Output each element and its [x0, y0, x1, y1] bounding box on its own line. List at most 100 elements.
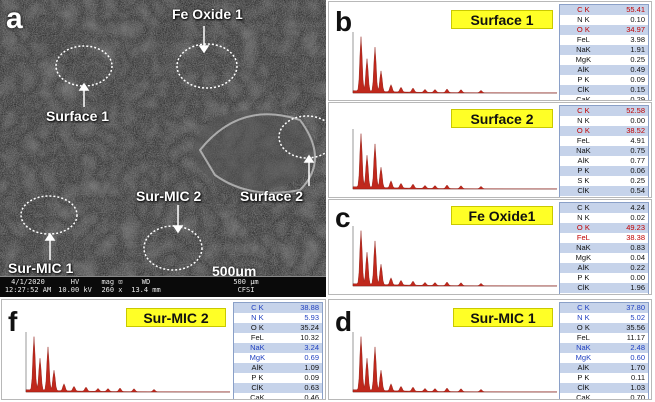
- sem-info-bar: 4/1/2020 12:27:52 AM HV 10.00 kV mag ⊡ 2…: [0, 276, 326, 297]
- element-label: NaK: [576, 343, 591, 352]
- element-label: AlK: [577, 156, 590, 165]
- element-label: ClK: [577, 383, 590, 392]
- element-label: N K: [577, 213, 590, 222]
- element-label: NaK: [576, 45, 591, 54]
- element-value: 0.60: [630, 353, 645, 362]
- spectrum-trace: [352, 336, 558, 393]
- element-label: P K: [577, 373, 590, 382]
- element-label: P K: [577, 273, 590, 282]
- composition-row: FeL 4.91: [560, 136, 648, 146]
- element-label: CaK: [560, 196, 607, 197]
- panel-letter-b: b: [335, 6, 353, 37]
- composition-row: NaK 0.75: [560, 146, 648, 156]
- element-value: 0.11: [630, 373, 645, 382]
- element-label: O K: [250, 323, 264, 332]
- composition-row: P K 0.11: [560, 373, 648, 383]
- element-label: P K: [577, 75, 590, 84]
- element-label: CaK: [250, 393, 265, 400]
- spectrum-axis: [352, 32, 557, 94]
- element-value: 0.75: [630, 146, 645, 155]
- panel-letter-c: c: [335, 202, 351, 233]
- element-value: 0.29: [630, 95, 645, 101]
- sem-micrograph: a Fe Oxide 1 Surface 1 Surface 2 Sur-MIC…: [0, 0, 326, 290]
- composition-row: O K 35.24: [234, 323, 322, 333]
- element-value: 0.49: [630, 65, 645, 74]
- composition-row: C K 38.88: [234, 303, 322, 313]
- element-label: MgK: [249, 353, 266, 362]
- marker-fe-oxide-1: [176, 43, 238, 89]
- element-label: NaK: [576, 146, 591, 155]
- element-value: 1.96: [630, 283, 645, 292]
- element-label: FeL: [250, 333, 264, 342]
- element-value: 1.70: [630, 363, 645, 372]
- composition-row: ClK 1.96: [560, 283, 648, 293]
- element-value: 34.97: [626, 25, 645, 34]
- element-value: 35.24: [300, 323, 319, 332]
- element-value: 0.54: [630, 186, 645, 195]
- panel-letter-a: a: [6, 2, 23, 35]
- marker-surface-2: [278, 115, 326, 159]
- composition-row: AlK 0.77: [560, 156, 648, 166]
- spectrum-plot: [352, 226, 558, 287]
- element-label: MgK: [575, 253, 592, 262]
- info-facility: CFSI: [237, 286, 255, 294]
- panel-title: Surface 1: [451, 10, 553, 29]
- element-label: O K: [576, 126, 590, 135]
- spectrum-plot: [352, 332, 558, 393]
- marker-sur-mic-1: [20, 195, 78, 235]
- composition-row: AlK 0.49: [560, 65, 648, 75]
- spectrum-axis: [352, 129, 557, 190]
- composition-row: FeL 10.32: [234, 333, 322, 343]
- sem-texture: [0, 0, 326, 290]
- element-value: 4.91: [630, 136, 645, 145]
- element-label: MgK: [575, 55, 592, 64]
- composition-row: ClK 1.03: [560, 383, 648, 393]
- eds-panel-sur-mic-1: d Sur-MIC 1 C K 37.80 N K 5.02 O K 35.56 FeL 11…: [328, 299, 652, 400]
- element-label: FeL: [576, 136, 590, 145]
- element-label: C K: [577, 106, 590, 115]
- composition-row: ClK 0.15: [560, 85, 648, 95]
- label-sur-mic-2: Sur-MIC 2: [136, 188, 202, 204]
- composition-row: FeL 3.98: [560, 35, 648, 45]
- element-value: 0.77: [630, 156, 645, 165]
- composition-row: O K 38.52: [560, 126, 648, 136]
- composition-row: AlK 1.09: [234, 363, 322, 373]
- element-label: AlK: [577, 263, 590, 272]
- spectrum-plot: [352, 32, 558, 94]
- composition-row: C K 37.80: [560, 303, 648, 313]
- element-value: 1.91: [630, 45, 645, 54]
- element-value: 0.09: [630, 75, 645, 84]
- element-value: 3.98: [630, 35, 645, 44]
- element-value: 0.63: [304, 383, 319, 392]
- element-value: 0.15: [630, 85, 645, 94]
- element-value: 0.22: [630, 263, 645, 272]
- info-wd: 13.4 mm: [131, 286, 161, 294]
- element-label: P K: [577, 166, 590, 175]
- info-date: 4/1/2020: [11, 278, 45, 286]
- element-value: 38.38: [626, 233, 645, 242]
- element-label: AlK: [251, 363, 264, 372]
- composition-row: C K 52.58: [560, 106, 648, 116]
- element-value: 0.22: [607, 196, 648, 197]
- panel-letter-d: d: [335, 306, 353, 337]
- eds-panel-surface-1: b Surface 1 C K 55.41 N K 0.10 O K 34.97 FeL 3.…: [328, 1, 652, 101]
- element-value: 11.17: [626, 333, 645, 342]
- composition-row: FeL 38.38: [560, 233, 648, 243]
- eds-panel-fe-oxide-1: c Fe Oxide1 C K 4.24 N K 0.02 O K 49.23 FeL 38.…: [328, 199, 652, 295]
- element-label: AlK: [577, 363, 590, 372]
- panel-title: Sur-MIC 2: [126, 308, 226, 327]
- element-value: 0.69: [304, 353, 319, 362]
- eds-panel-sur-mic-2: f Sur-MIC 2 C K 38.88 N K 5.93 O K 35.24 FeL 10…: [1, 299, 326, 400]
- composition-row: MgK 0.25: [560, 55, 648, 65]
- element-label: N K: [577, 313, 590, 322]
- composition-row: N K 0.00: [560, 116, 648, 126]
- element-value: 38.52: [626, 126, 645, 135]
- composition-row: O K 35.56: [560, 323, 648, 333]
- composition-row: NaK 1.91: [560, 45, 648, 55]
- element-value: 0.06: [630, 166, 645, 175]
- label-surface-1: Surface 1: [46, 108, 110, 124]
- composition-row: P K 0.06: [560, 166, 648, 176]
- spectrum-plot: [25, 332, 231, 393]
